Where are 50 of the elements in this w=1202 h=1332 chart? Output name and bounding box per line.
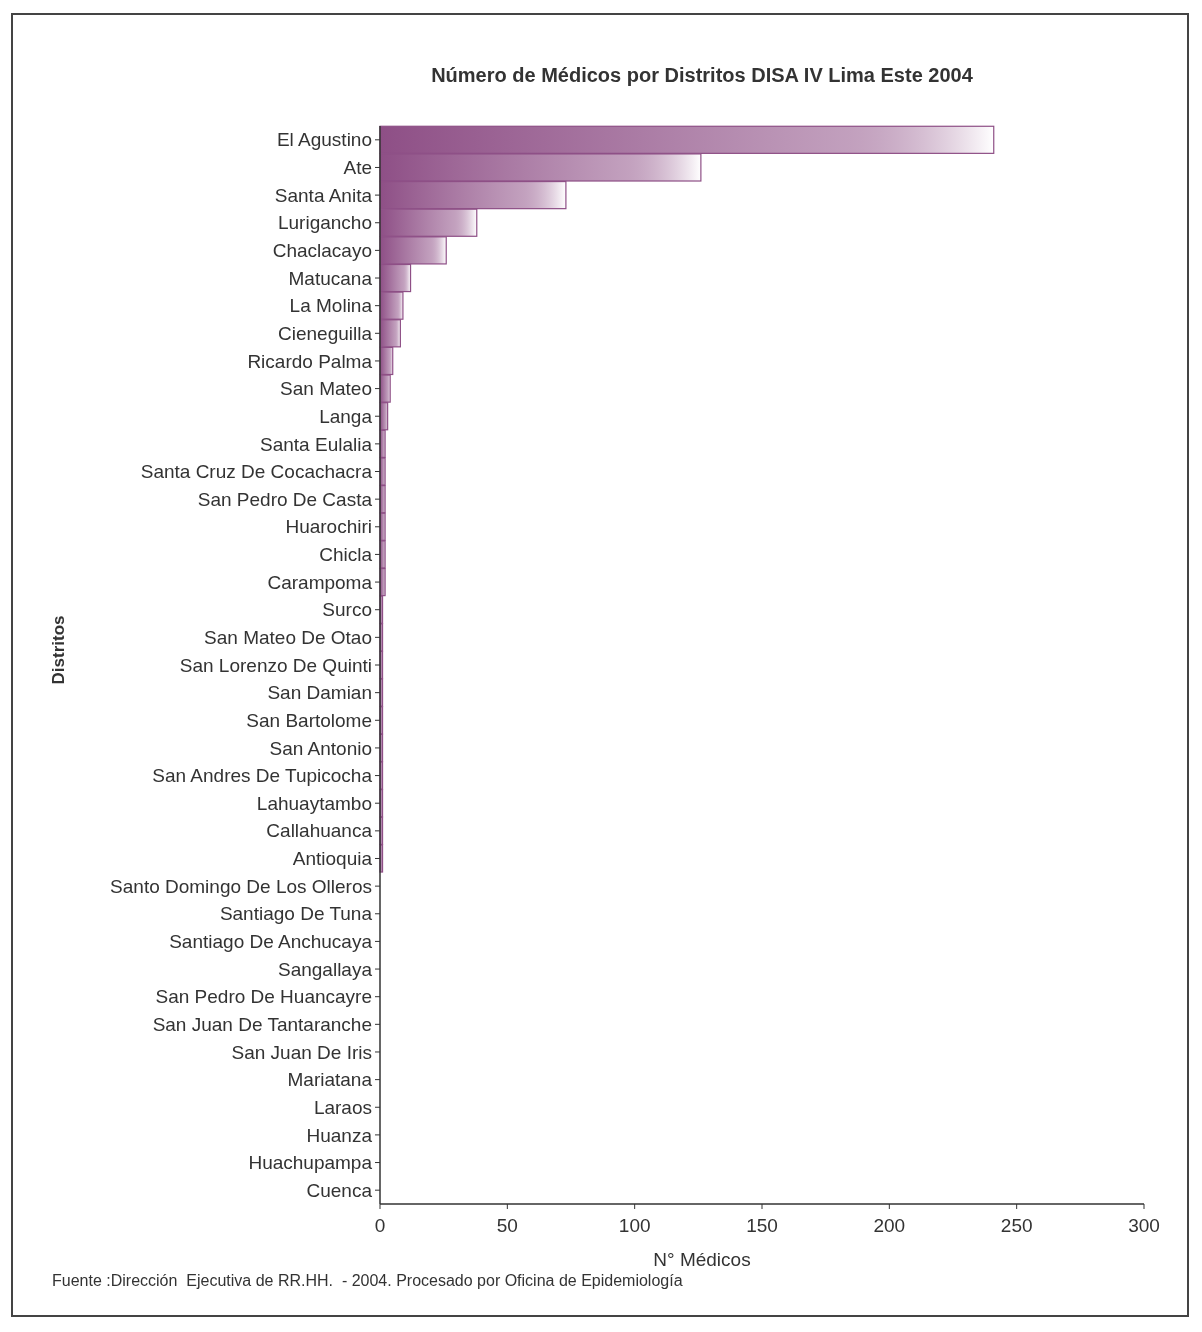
- y-tick-label: Santa Anita: [274, 184, 373, 206]
- y-tick-label: Laraos: [313, 1096, 372, 1118]
- y-tick-label: Santiago De Anchucaya: [169, 931, 373, 953]
- source-note: Fuente :Dirección Ejecutiva de RR.HH. - 2004. Procesado por Oficina de Epidemiología: [52, 1272, 683, 1289]
- y-tick-label: Huanza: [306, 1124, 373, 1146]
- y-tick-label: San Juan De Tantaranche: [152, 1013, 372, 1035]
- y-tick-label: Matucana: [288, 267, 373, 289]
- y-tick-label: San Bartolome: [246, 709, 372, 731]
- y-tick-label: Cieneguilla: [277, 322, 373, 344]
- y-tick-label: San Mateo De Otao: [204, 627, 372, 649]
- y-tick-label: San Pedro De Casta: [197, 488, 373, 510]
- y-tick-label: Langa: [319, 405, 373, 427]
- y-tick-label: Santa Cruz De Cocachacra: [140, 461, 373, 483]
- y-tick-label: Lahuaytambo: [256, 792, 372, 814]
- x-tick-label: 50: [496, 1215, 518, 1236]
- y-tick-label: Chicla: [319, 544, 373, 566]
- y-tick-label: Mariatana: [287, 1069, 373, 1091]
- y-tick-label: Antioquia: [292, 848, 373, 870]
- y-tick-label: Surco: [322, 599, 372, 621]
- x-tick-label: 150: [746, 1215, 778, 1236]
- y-tick-label: Huachupampa: [248, 1152, 373, 1174]
- y-tick-label: Santa Eulalia: [260, 433, 373, 455]
- y-tick-label: San Pedro De Huancayre: [155, 986, 372, 1008]
- y-tick-label: San Andres De Tupicocha: [152, 765, 373, 787]
- x-tick-label: 200: [873, 1215, 906, 1236]
- x-tick-label: 0: [374, 1215, 386, 1236]
- y-tick-label: Ate: [343, 157, 372, 179]
- y-tick-label: Huarochiri: [285, 516, 372, 538]
- y-tick-label: San Mateo: [280, 378, 372, 400]
- y-tick-label: San Antonio: [269, 737, 372, 759]
- y-tick-label: El Agustino: [276, 129, 372, 151]
- y-tick-label: Santo Domingo De Los Olleros: [110, 875, 372, 897]
- y-tick-label: La Molina: [289, 295, 373, 317]
- y-tick-label: Chaclacayo: [272, 240, 372, 262]
- y-tick-label: Sangallaya: [277, 958, 373, 980]
- y-axis-title: Distritos: [49, 615, 68, 685]
- x-tick-label: 100: [618, 1215, 651, 1236]
- y-tick-label: Carampoma: [267, 571, 373, 593]
- y-tick-label: Ricardo Palma: [247, 350, 373, 372]
- y-tick-label: San Juan De Iris: [231, 1041, 372, 1063]
- x-tick-label: 300: [1128, 1215, 1160, 1236]
- x-tick-label: 250: [1000, 1215, 1033, 1236]
- y-tick-label: Lurigancho: [277, 212, 372, 234]
- y-tick-label: Callahuanca: [266, 820, 373, 842]
- chart-title: Número de Médicos por Distritos DISA IV Lima Este 2004: [431, 64, 974, 86]
- y-tick-label: Santiago De Tuna: [219, 903, 373, 925]
- x-axis-title: N° Médicos: [653, 1249, 751, 1270]
- y-tick-label: Cuenca: [306, 1179, 373, 1201]
- y-tick-label: San Damian: [267, 682, 372, 704]
- y-tick-label: San Lorenzo De Quinti: [179, 654, 372, 676]
